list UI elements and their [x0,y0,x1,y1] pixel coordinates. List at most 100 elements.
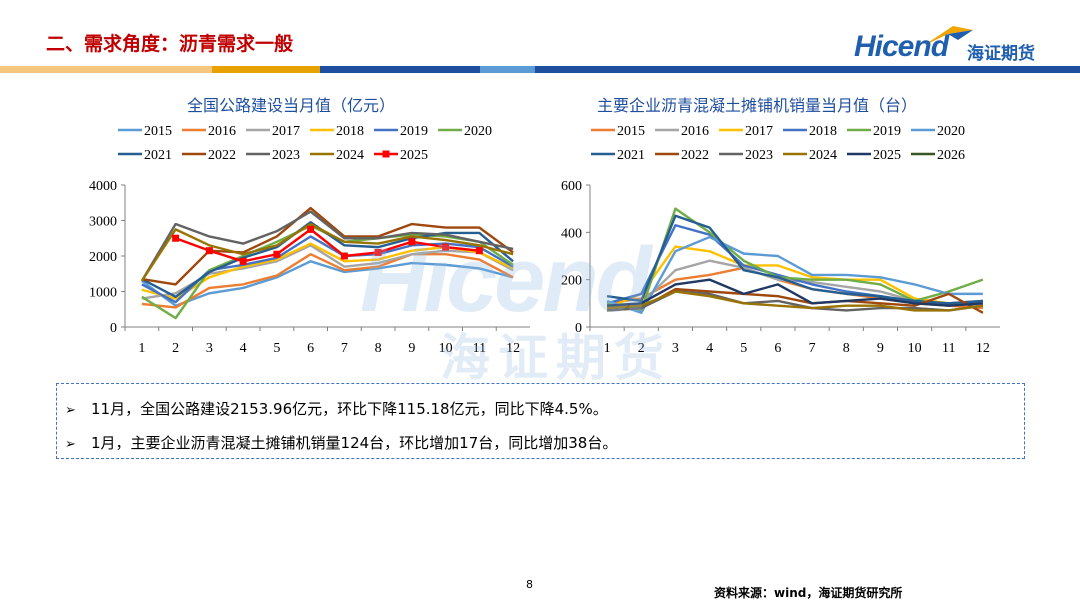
y-tick-label: 3000 [89,215,117,230]
legend-label-2022: 2022 [681,148,709,163]
note-item: ➢ 1月，主要企业沥青混凝土摊铺机销量124台，环比增加17台，同比增加38台。 [65,432,617,453]
logo-wing-icon [923,26,973,46]
x-tick-label: 6 [307,341,314,356]
series-point-2025 [408,238,416,246]
x-tick-label: 7 [809,341,816,356]
series-line-2015 [141,260,514,307]
x-tick-label: 1 [138,341,145,356]
x-tick-label: 2 [638,341,645,356]
series-point-2025 [374,248,382,256]
bar-segment-1 [0,66,212,73]
legend-label-2015: 2015 [617,124,645,139]
series-line-2024 [140,222,514,282]
bar-segment-4 [480,66,535,73]
legend-label-2016: 2016 [208,124,236,139]
legend-label-2021: 2021 [144,148,172,163]
x-tick-label: 4 [706,341,713,356]
x-tick-label: 9 [408,341,415,356]
x-tick-label: 10 [908,341,922,356]
x-tick-label: 8 [843,341,850,356]
x-tick-label: 9 [877,341,884,356]
note-text: 11月，全国公路建设2153.96亿元，环比下降115.18亿元，同比下降4.5… [91,400,608,418]
series-point-2025 [442,243,450,251]
series-point-2025 [239,257,247,265]
header-color-bar [0,66,1080,73]
bar-segment-5 [535,66,1080,73]
legend-label-2018: 2018 [809,124,837,139]
y-tick-label: 600 [561,179,582,194]
series-point-2025 [307,225,315,233]
y-tick-label: 1000 [89,286,117,301]
series-line-2023 [140,210,514,282]
chart-title-paver: 主要企业沥青混凝土摊铺机销量当月值（台） [597,96,918,115]
legend-label-2020: 2020 [937,124,965,139]
legend-label-2019: 2019 [873,124,901,139]
y-tick-label: 4000 [89,179,117,194]
x-tick-label: 8 [375,341,382,356]
legend-label-2016: 2016 [681,124,709,139]
series-line-2025 [175,228,480,263]
y-tick-label: 400 [561,226,582,241]
logo-text: Hicend [854,30,949,63]
series-point-2025 [205,247,213,255]
legend-label-2024: 2024 [809,148,837,163]
note-text: 1月，主要企业沥青混凝土摊铺机销量124台，环比增加17台，同比增加38台。 [91,434,618,452]
series-point-2025 [475,247,483,255]
x-tick-label: 12 [506,341,520,356]
x-tick-label: 10 [439,341,453,356]
chart-title-highway: 全国公路建设当月值（亿元） [187,96,396,115]
x-tick-label: 6 [774,341,781,356]
legend-label-2018: 2018 [336,124,364,139]
series-point-2025 [273,250,281,258]
x-tick-label: 4 [240,341,247,356]
bar-segment-2 [212,66,320,73]
series-line-2025 [607,278,983,307]
series-line-2019 [606,207,984,312]
y-tick-label: 2000 [89,250,117,265]
x-tick-label: 12 [976,341,990,356]
legend-label-2017: 2017 [272,124,300,139]
x-tick-label: 3 [206,341,213,356]
legend-label-2019: 2019 [400,124,428,139]
legend-label-2021: 2021 [617,148,645,163]
series-line-2021 [606,214,983,305]
series-point-2025 [172,234,180,242]
x-tick-label: 1 [604,341,611,356]
hicend-logo: Hicend 海证期货 [850,26,1065,72]
x-tick-label: 5 [740,341,747,356]
series-line-2016 [141,253,514,309]
x-tick-label: 2 [172,341,179,356]
logo-cn: 海证期货 [967,44,1035,64]
y-tick-label: 200 [561,274,582,289]
x-tick-label: 11 [942,341,955,356]
series-line-2022 [141,206,514,286]
legend-label-2017: 2017 [745,124,773,139]
series-point-2025 [340,252,348,260]
series-line-2020 [606,235,983,314]
note-item: ➢ 11月，全国公路建设2153.96亿元，环比下降115.18亿元，同比下降4.… [65,398,608,419]
legend-label-2015: 2015 [144,124,172,139]
x-tick-label: 5 [273,341,280,356]
page-number: 8 [526,578,533,591]
series-line-2024 [607,290,984,312]
bar-segment-3 [320,66,480,73]
note-bullet-icon: ➢ [65,437,76,452]
x-tick-label: 11 [473,341,486,356]
source-note: 资料来源：wind，海证期货研究所 [714,586,903,600]
legend-label-2025: 2025 [873,148,901,163]
legend-marker-2025 [382,150,390,158]
slide-title: 二、需求角度：沥青需求一般 [46,33,294,55]
y-tick-label: 0 [575,321,582,336]
legend-label-2020: 2020 [464,124,492,139]
legend-label-2022: 2022 [208,148,236,163]
legend-label-2024: 2024 [336,148,364,163]
legend-label-2023: 2023 [745,148,773,163]
legend-label-2025: 2025 [400,148,428,163]
legend-label-2023: 2023 [272,148,300,163]
legend-label-2026: 2026 [937,148,965,163]
notes-box: ➢ 11月，全国公路建设2153.96亿元，环比下降115.18亿元，同比下降4.… [56,383,1025,459]
x-tick-label: 7 [341,341,348,356]
y-tick-label: 0 [110,321,117,336]
note-bullet-icon: ➢ [65,403,76,418]
